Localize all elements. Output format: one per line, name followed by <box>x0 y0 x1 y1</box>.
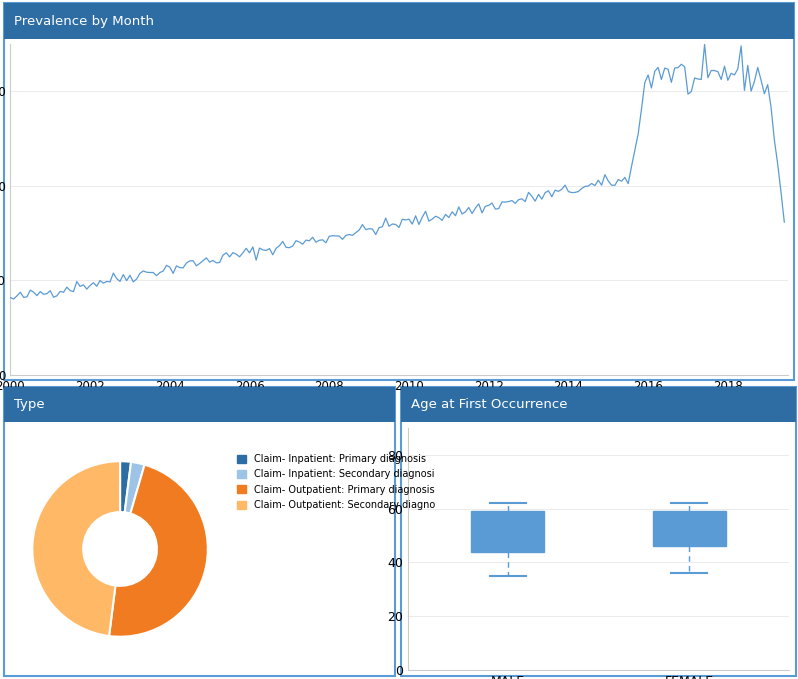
Text: Type: Type <box>14 398 44 411</box>
Text: Prevalence by Month: Prevalence by Month <box>14 14 153 28</box>
Wedge shape <box>109 464 207 637</box>
Wedge shape <box>120 461 131 513</box>
Legend: Claim- Inpatient: Primary diagnosis, Claim- Inpatient: Secondary diagnosi, Claim: Claim- Inpatient: Primary diagnosis, Cla… <box>235 452 437 512</box>
PathPatch shape <box>472 511 544 551</box>
Wedge shape <box>124 462 144 513</box>
Wedge shape <box>32 461 120 636</box>
PathPatch shape <box>653 511 725 547</box>
Text: Age at First Occurrence: Age at First Occurrence <box>411 398 567 411</box>
